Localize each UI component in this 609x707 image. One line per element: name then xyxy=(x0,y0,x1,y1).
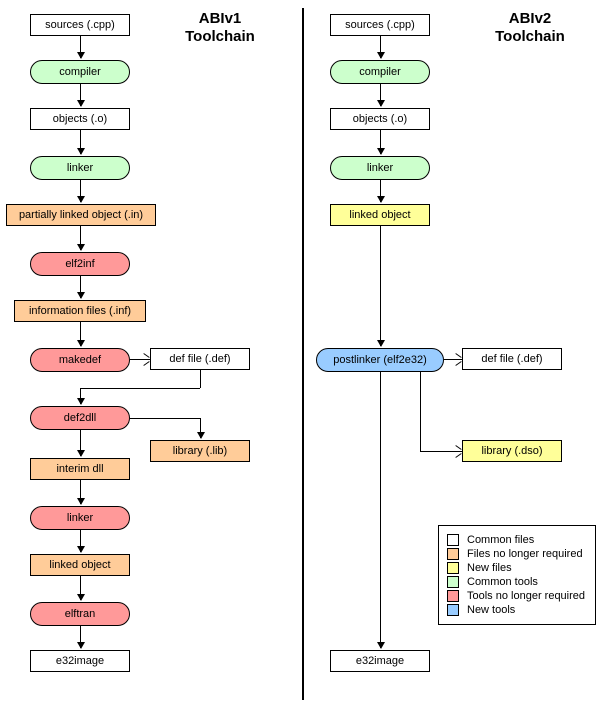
r-arrow-long1 xyxy=(380,226,381,346)
legend-row: Files no longer required xyxy=(447,548,587,560)
l-def2dll: def2dll xyxy=(30,406,130,430)
title-abiv1: ABIv1Toolchain xyxy=(160,10,280,46)
l-arrow xyxy=(80,36,81,58)
l-library: library (.lib) xyxy=(150,440,250,462)
r-e32image: e32image xyxy=(330,650,430,672)
l-makedef: makedef xyxy=(30,348,130,372)
column-divider xyxy=(302,8,304,700)
l-deffile: def file (.def) xyxy=(150,348,250,370)
l-arrow xyxy=(80,576,81,600)
l-interim: interim dll xyxy=(30,458,130,480)
legend-row: New tools xyxy=(447,604,587,616)
r-arrow xyxy=(380,180,381,202)
l-objects: objects (.o) xyxy=(30,108,130,130)
r-arrow xyxy=(380,130,381,154)
r-edge-post-lib xyxy=(455,445,461,450)
r-edge-post-lib xyxy=(455,453,461,458)
legend: Common files Files no longer required Ne… xyxy=(438,525,596,625)
l-arrow xyxy=(80,276,81,298)
l-elftran: elftran xyxy=(30,602,130,626)
legend-row: Tools no longer required xyxy=(447,590,587,602)
r-edge-post-def xyxy=(455,353,461,358)
l-arrow xyxy=(80,84,81,106)
r-linkedobj: linked object xyxy=(330,204,430,226)
title-abiv2: ABIv2Toolchain xyxy=(470,10,590,46)
l-inffiles: information files (.inf) xyxy=(14,300,146,322)
l-edge-def2dll-lib xyxy=(200,418,201,438)
r-edge-post-lib xyxy=(420,451,462,452)
r-deffile: def file (.def) xyxy=(462,348,562,370)
l-edge-def2dll-lib xyxy=(130,418,200,419)
l-edge-makedef-def xyxy=(143,353,149,358)
r-edge-post-def xyxy=(444,359,462,360)
l-partial: partially linked object (.in) xyxy=(6,204,156,226)
l-arrow xyxy=(80,130,81,154)
r-library: library (.dso) xyxy=(462,440,562,462)
l-arrow xyxy=(80,226,81,250)
r-linker: linker xyxy=(330,156,430,180)
l-arrow xyxy=(80,480,81,504)
l-e32image: e32image xyxy=(30,650,130,672)
l-edge-makedef-def xyxy=(130,359,150,360)
l-arrow xyxy=(80,322,81,346)
l-elf2inf: elf2inf xyxy=(30,252,130,276)
legend-row: Common files xyxy=(447,534,587,546)
l-linker2: linker xyxy=(30,506,130,530)
l-linkedobj: linked object xyxy=(30,554,130,576)
r-arrow xyxy=(380,36,381,58)
legend-row: Common tools xyxy=(447,576,587,588)
l-arrow xyxy=(80,180,81,202)
l-arrow xyxy=(80,626,81,648)
l-edge-def-to-def2dll xyxy=(80,388,200,389)
r-arrow-long2 xyxy=(380,372,381,648)
r-postlinker: postlinker (elf2e32) xyxy=(316,348,444,372)
l-arrow xyxy=(80,530,81,552)
r-sources: sources (.cpp) xyxy=(330,14,430,36)
l-edge-def-to-def2dll xyxy=(80,388,81,404)
legend-row: New files xyxy=(447,562,587,574)
r-arrow xyxy=(380,84,381,106)
l-compiler: compiler xyxy=(30,60,130,84)
r-edge-post-lib xyxy=(420,372,421,451)
r-objects: objects (.o) xyxy=(330,108,430,130)
r-compiler: compiler xyxy=(330,60,430,84)
l-arrow xyxy=(80,430,81,456)
l-edge-makedef-def xyxy=(143,361,149,366)
l-linker1: linker xyxy=(30,156,130,180)
r-edge-post-def xyxy=(455,361,461,366)
l-sources: sources (.cpp) xyxy=(30,14,130,36)
l-edge-def-to-def2dll xyxy=(200,370,201,388)
